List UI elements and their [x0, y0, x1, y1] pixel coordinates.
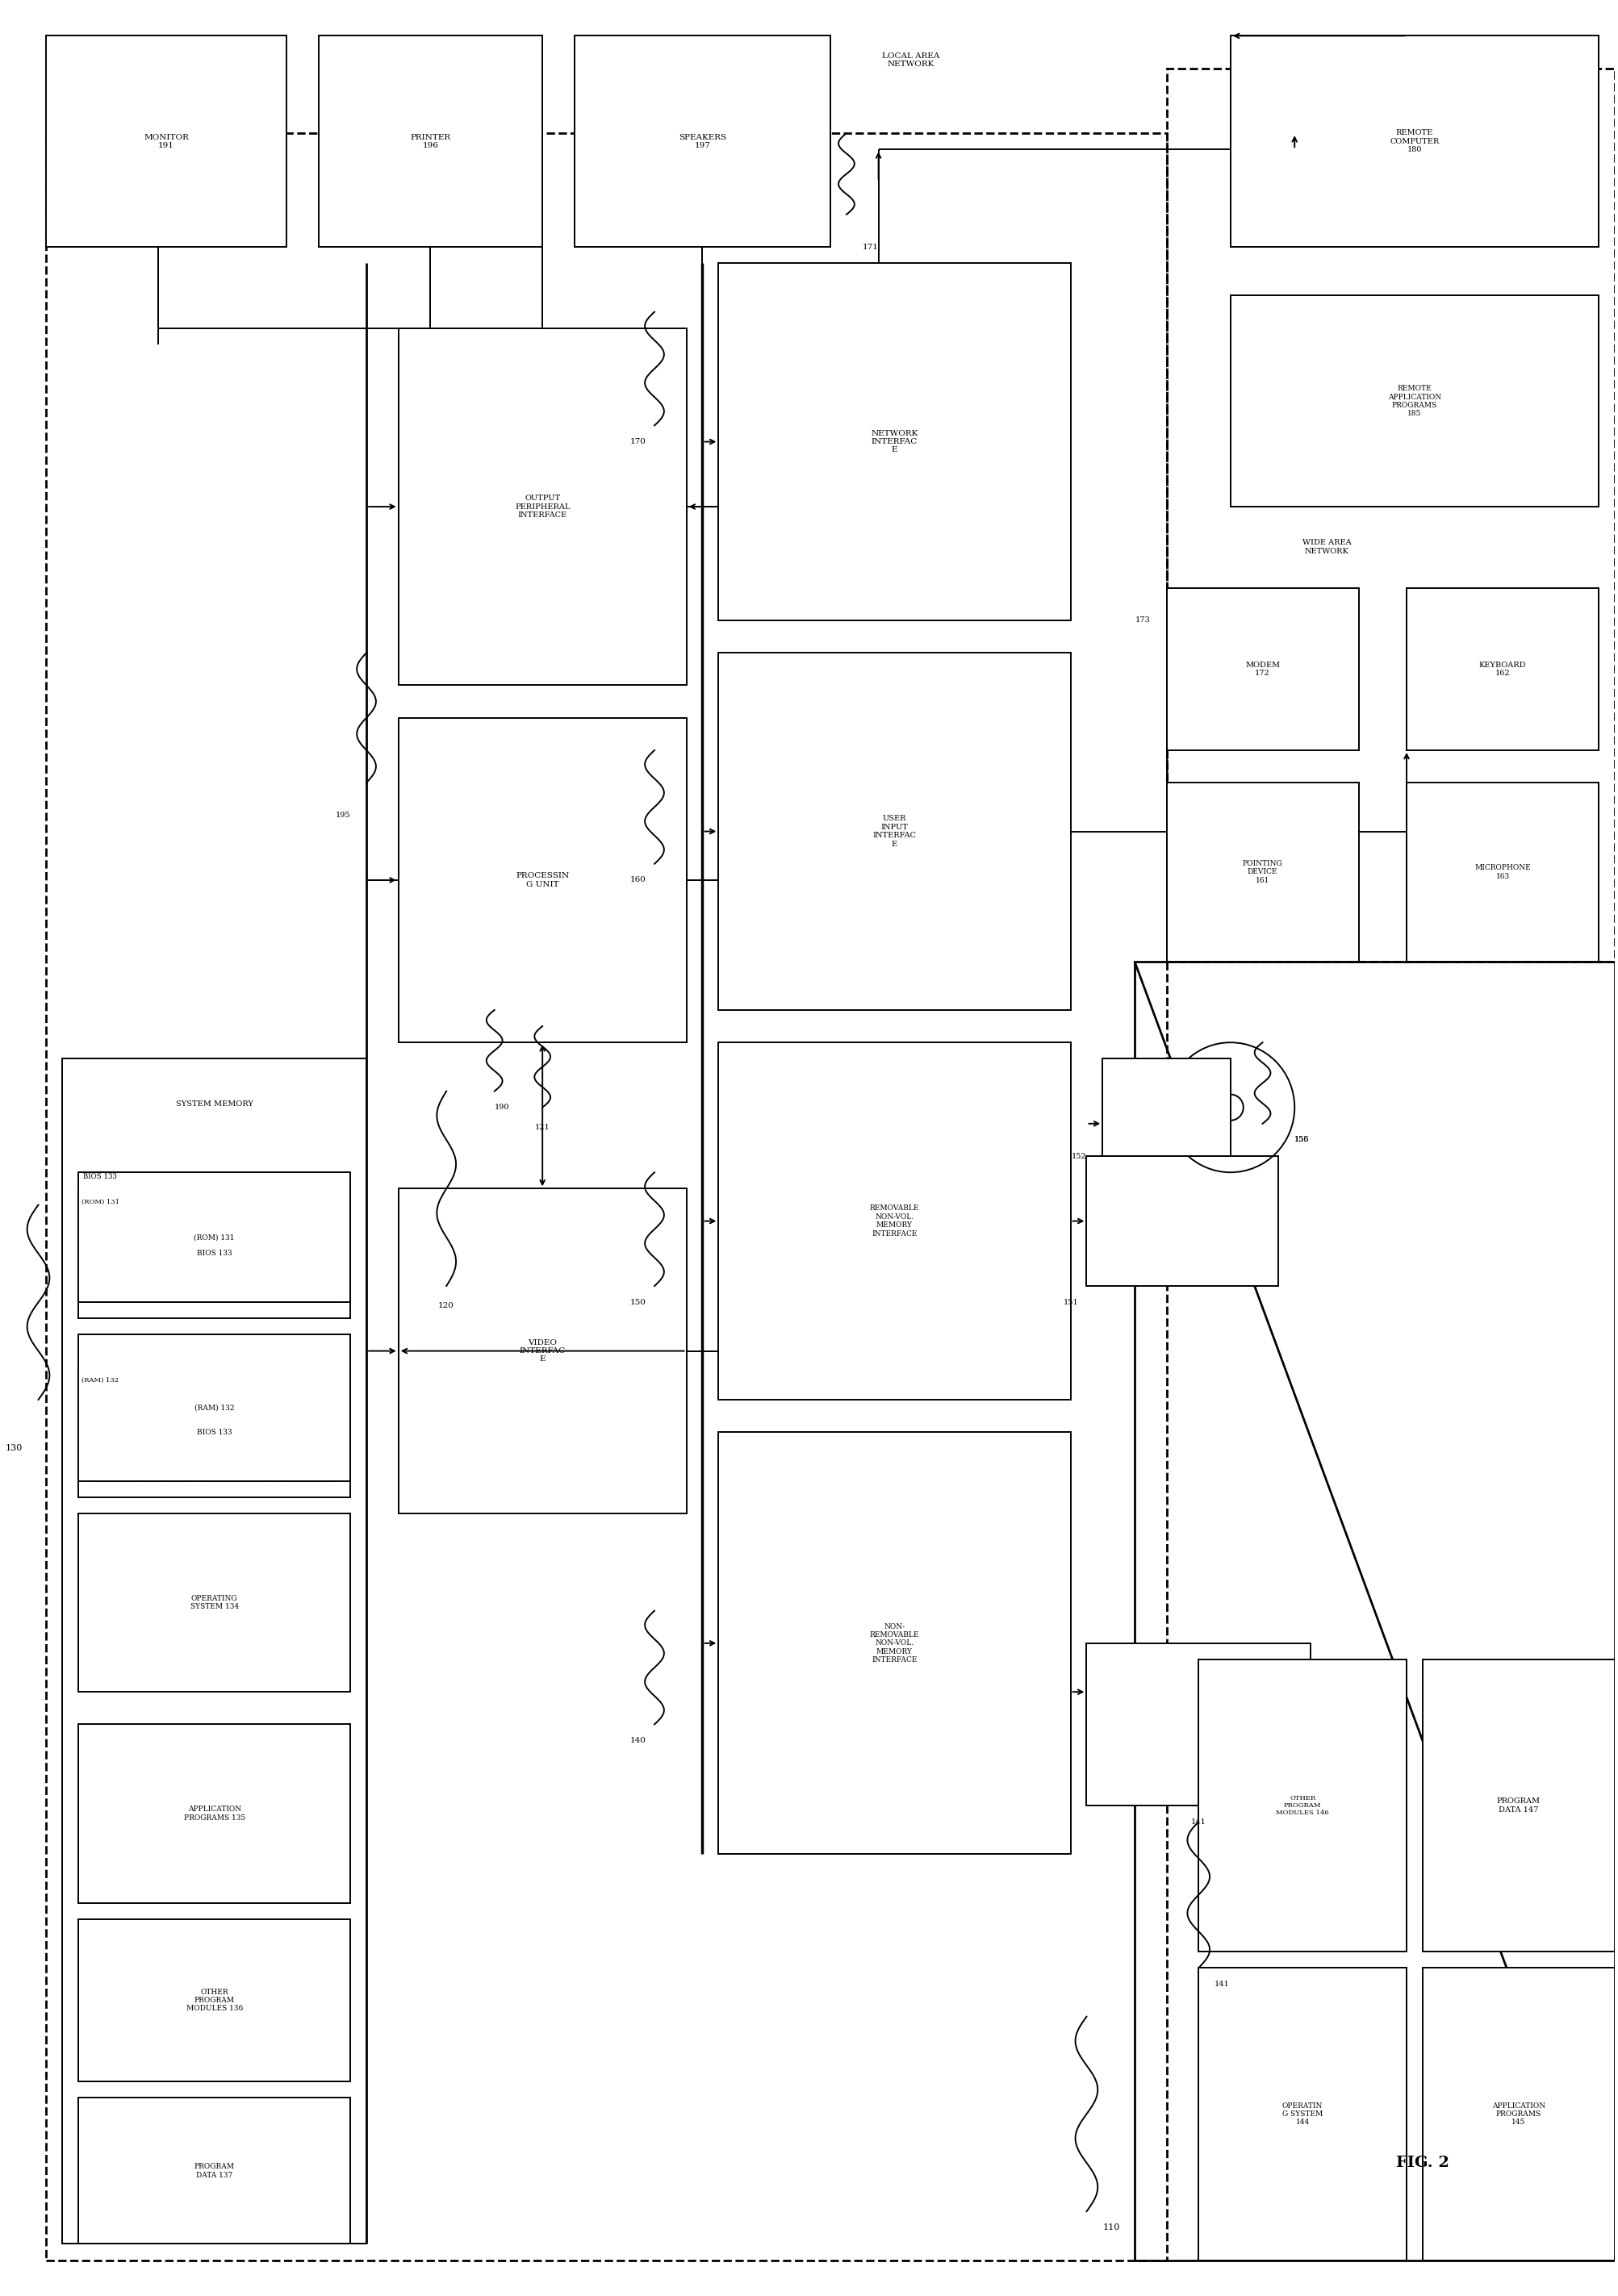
Text: MODEM
172: MODEM 172: [1246, 661, 1280, 677]
Text: APPLICATION
PROGRAMS 135: APPLICATION PROGRAMS 135: [183, 1807, 246, 1821]
Text: (ROM) 131: (ROM) 131: [194, 1233, 235, 1240]
Text: 110: 110: [1102, 2223, 1120, 2232]
Bar: [319, 37, 542, 248]
Text: 141: 141: [1215, 1981, 1230, 1988]
Text: OTHER
PROGRAM
MODULES 146: OTHER PROGRAM MODULES 146: [1277, 1795, 1328, 1816]
Text: MICROPHONE
163: MICROPHONE 163: [1474, 863, 1531, 879]
Text: 150: 150: [631, 1300, 647, 1306]
Text: OPERATING
SYSTEM 134: OPERATING SYSTEM 134: [191, 1596, 238, 1609]
Text: PROGRAM
DATA 137: PROGRAM DATA 137: [194, 2163, 235, 2179]
Text: OPERATIN
G SYSTEM
144: OPERATIN G SYSTEM 144: [1281, 2103, 1324, 2126]
Bar: [78, 1724, 351, 1903]
Text: BIOS 133: BIOS 133: [83, 1173, 116, 1180]
Text: PROGRAM
DATA 147: PROGRAM DATA 147: [1497, 1798, 1540, 1814]
Bar: [1199, 1968, 1406, 2259]
Text: LOCAL AREA
NETWORK: LOCAL AREA NETWORK: [882, 53, 940, 69]
Bar: [1231, 296, 1599, 507]
Bar: [78, 1366, 351, 1497]
Text: PROCESSIN
G UNIT: PROCESSIN G UNIT: [516, 872, 570, 889]
Bar: [1167, 783, 1359, 962]
Text: USER
INPUT
INTERFAC
E: USER INPUT INTERFAC E: [872, 815, 916, 847]
Text: 141: 141: [1191, 1818, 1205, 1825]
Text: REMOTE
COMPUTER
180: REMOTE COMPUTER 180: [1390, 129, 1440, 154]
Bar: [78, 1189, 351, 1318]
Bar: [398, 328, 686, 684]
Bar: [1102, 1058, 1231, 1157]
Bar: [47, 133, 1167, 2259]
Bar: [94, 1205, 335, 1302]
Bar: [398, 719, 686, 1042]
Bar: [1087, 1157, 1278, 1286]
Text: SYSTEM MEMORY: SYSTEM MEMORY: [176, 1100, 252, 1107]
Text: PRINTER
196: PRINTER 196: [411, 133, 451, 149]
Text: 121: 121: [536, 1123, 550, 1132]
Bar: [78, 1173, 351, 1302]
Text: 140: 140: [631, 1738, 647, 1745]
Text: 151: 151: [1063, 1300, 1079, 1306]
Text: 120: 120: [438, 1302, 455, 1309]
Text: NON-
REMOVABLE
NON-VOL.
MEMORY
INTERFACE: NON- REMOVABLE NON-VOL. MEMORY INTERFACE: [870, 1623, 919, 1665]
Bar: [78, 2099, 351, 2243]
Bar: [47, 37, 286, 248]
Bar: [574, 37, 830, 248]
Text: BIOS 133: BIOS 133: [197, 1428, 231, 1435]
Bar: [1087, 1644, 1311, 1805]
Bar: [63, 1058, 366, 2243]
Bar: [398, 1189, 686, 1513]
Text: OUTPUT
PERIPHERAL
INTERFACE: OUTPUT PERIPHERAL INTERFACE: [515, 494, 570, 519]
Bar: [1422, 1968, 1615, 2259]
Text: 156: 156: [1294, 1137, 1309, 1143]
Text: 155: 155: [1294, 1137, 1309, 1143]
Text: (ROM) 131: (ROM) 131: [81, 1199, 120, 1205]
Bar: [718, 1042, 1071, 1401]
Text: BIOS 133: BIOS 133: [197, 1249, 231, 1258]
Text: 160: 160: [631, 877, 647, 884]
Text: 195: 195: [335, 810, 351, 820]
Text: FIG. 2: FIG. 2: [1396, 2156, 1450, 2170]
Text: SPEAKERS
197: SPEAKERS 197: [678, 133, 726, 149]
Bar: [1406, 588, 1599, 751]
Text: 152: 152: [1071, 1153, 1087, 1159]
Bar: [718, 264, 1071, 620]
Bar: [1167, 588, 1359, 751]
Text: REMOVABLE
NON-VOL.
MEMORY
INTERFACE: REMOVABLE NON-VOL. MEMORY INTERFACE: [870, 1205, 919, 1238]
Text: NETWORK
INTERFAC
E: NETWORK INTERFAC E: [870, 429, 917, 455]
Text: MONITOR
191: MONITOR 191: [144, 133, 189, 149]
Text: 190: 190: [495, 1104, 510, 1111]
Bar: [78, 1334, 351, 1481]
Bar: [1231, 37, 1599, 248]
Text: REMOTE
APPLICATION
PROGRAMS
185: REMOTE APPLICATION PROGRAMS 185: [1388, 386, 1442, 418]
Text: 171: 171: [862, 243, 879, 250]
Bar: [1167, 69, 1615, 962]
Polygon shape: [1134, 962, 1615, 2259]
Bar: [1406, 783, 1599, 962]
Text: (RAM) 132: (RAM) 132: [194, 1405, 235, 1412]
Text: POINTING
DEVICE
161: POINTING DEVICE 161: [1243, 861, 1283, 884]
Bar: [78, 1513, 351, 1692]
Text: 130: 130: [5, 1444, 23, 1453]
Bar: [94, 1384, 335, 1481]
Text: 170: 170: [631, 439, 647, 445]
Bar: [1422, 1660, 1615, 1952]
Bar: [718, 1433, 1071, 1855]
Bar: [718, 652, 1071, 1010]
Text: WIDE AREA
NETWORK: WIDE AREA NETWORK: [1302, 540, 1351, 556]
Text: OTHER
PROGRAM
MODULES 136: OTHER PROGRAM MODULES 136: [186, 1988, 243, 2011]
Text: APPLICATION
PROGRAMS
145: APPLICATION PROGRAMS 145: [1492, 2103, 1545, 2126]
Bar: [78, 1919, 351, 2082]
Bar: [1199, 1660, 1406, 1952]
Text: KEYBOARD
162: KEYBOARD 162: [1479, 661, 1526, 677]
Text: (RAM) 132: (RAM) 132: [81, 1378, 118, 1384]
Text: 173: 173: [1136, 618, 1150, 625]
Text: VIDEO
INTERFAC
E: VIDEO INTERFAC E: [519, 1339, 566, 1364]
